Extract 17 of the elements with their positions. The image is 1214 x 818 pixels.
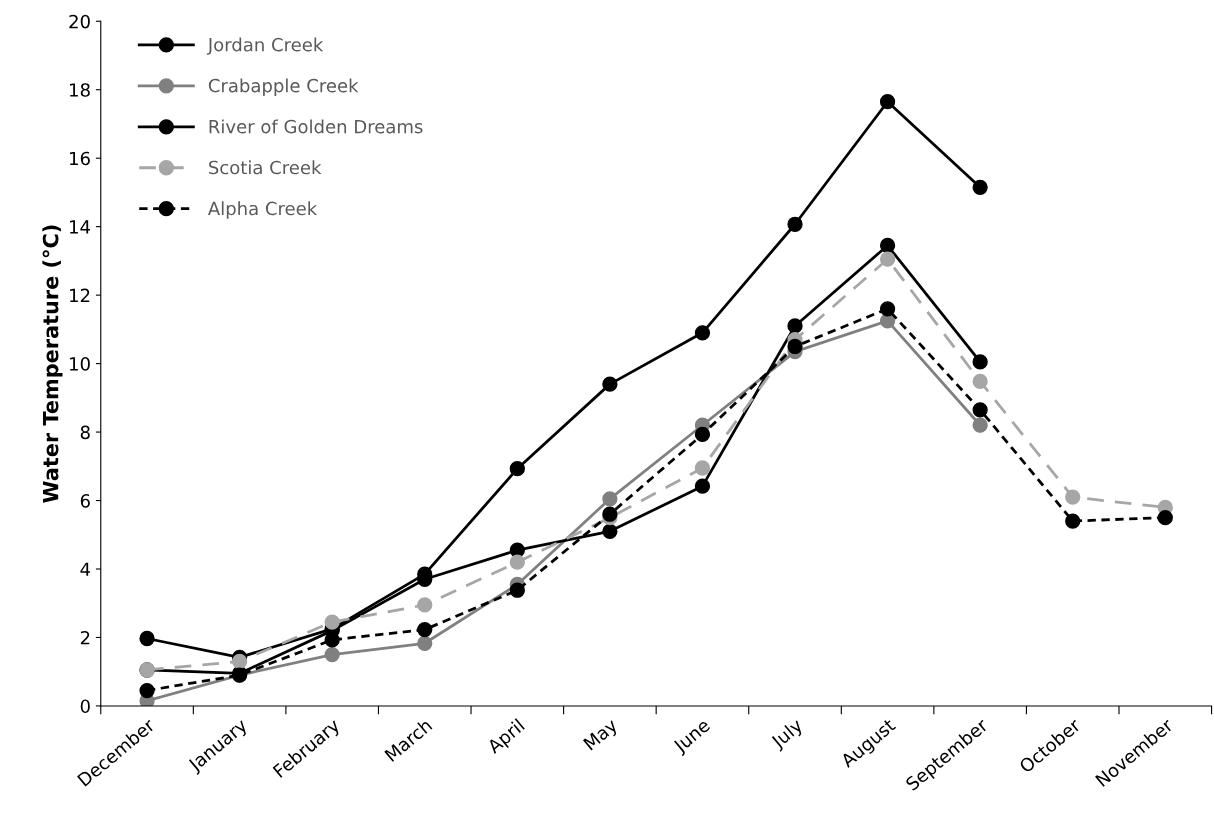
y-tick-label: 8 [80, 425, 90, 440]
y-tick-label: 10 [70, 357, 90, 371]
y-tick-label: 0 [80, 699, 90, 714]
y-tick-label: 20 [69, 14, 90, 29]
legend-label: Scotia Creek [209, 160, 322, 175]
y-tick-label: 12 [70, 288, 90, 302]
legend-label: River of Golden Dreams [209, 119, 423, 134]
legend-label: Jordan Creek [206, 37, 324, 55]
legend-label: Alpha Creek [207, 201, 318, 219]
y-tick-label: 4 [80, 562, 91, 576]
y-tick-label: 18 [70, 83, 90, 97]
y-tick-label: 16 [70, 151, 90, 166]
y-tick-label: 2 [80, 630, 90, 645]
y-axis-title: Water Temperature (°C) [42, 225, 63, 503]
y-tick-label: 6 [80, 493, 90, 508]
legend-label: Crabapple Creek [208, 78, 359, 96]
y-tick-label: 14 [70, 220, 91, 234]
